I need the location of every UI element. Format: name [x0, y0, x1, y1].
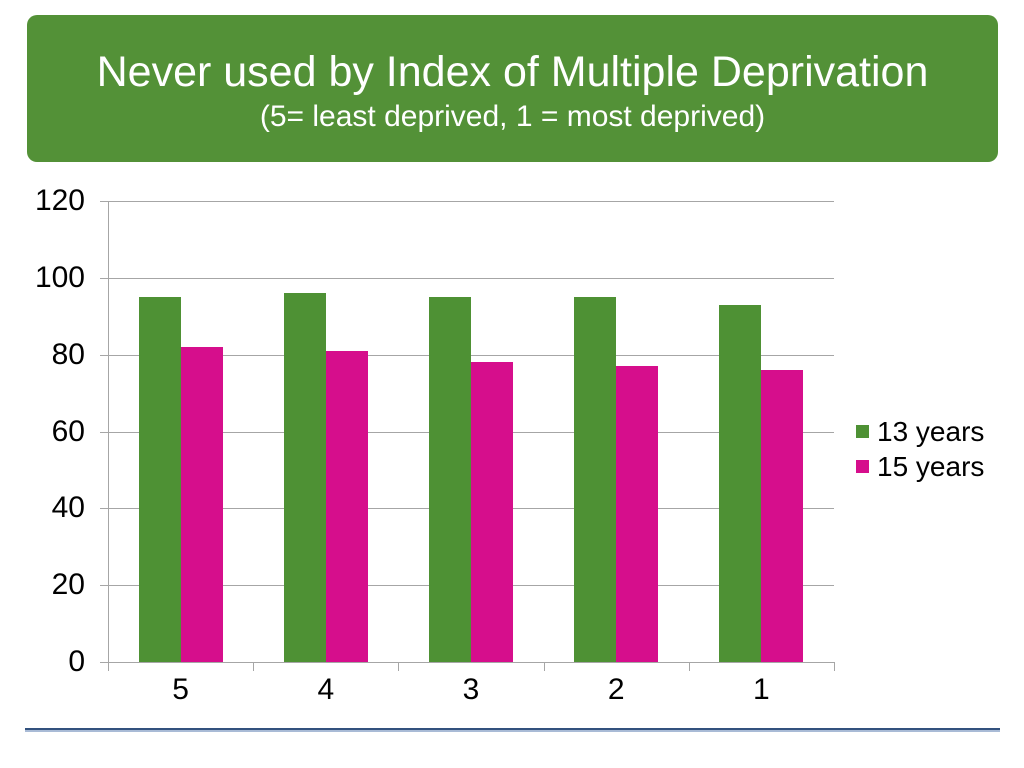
y-axis-tick: [100, 277, 108, 279]
bar-15-years-category-1: [761, 370, 804, 662]
bar-15-years-category-3: [471, 362, 513, 662]
x-axis-tick: [688, 662, 690, 671]
divider-dark-line: [25, 728, 1000, 730]
bar-15-years-category-2: [616, 366, 659, 662]
y-axis-label: 20: [51, 568, 85, 602]
y-axis-label: 100: [34, 260, 85, 294]
x-axis-tick: [253, 662, 255, 671]
x-axis-tick: [108, 662, 109, 671]
gridline-120: [108, 201, 834, 202]
x-axis-tick: [834, 662, 835, 671]
y-axis-tick: [100, 201, 108, 202]
x-axis-label: 4: [317, 673, 335, 706]
bar-13-years-category-2: [574, 297, 617, 662]
y-axis-tick: [100, 662, 108, 663]
bar-15-years-category-5: [180, 346, 223, 662]
x-axis-label: 1: [753, 673, 770, 706]
y-axis-label: 120: [34, 184, 85, 217]
legend-item-15-years: 15 years: [856, 449, 984, 484]
legend-swatch-15-years: [856, 460, 869, 473]
gridline-100: [108, 277, 834, 279]
x-axis-tick: [543, 662, 545, 671]
legend-item-13-years: 13 years: [856, 414, 984, 449]
bar-13-years-category-4: [283, 293, 326, 662]
bar-13-years-category-1: [719, 304, 762, 662]
divider-light-line: [25, 730, 1000, 732]
x-axis-label: 5: [172, 673, 189, 706]
y-axis-label: 60: [51, 414, 85, 448]
legend-label-15-years: 15 years: [877, 450, 985, 482]
y-axis-tick: [100, 585, 108, 587]
slide-title: Never used by Index of Multiple Deprivat…: [96, 48, 929, 96]
legend-swatch-13-years: [856, 425, 869, 438]
slide-subtitle: (5= least deprived, 1 = most deprived): [259, 99, 766, 133]
y-axis-tick: [100, 431, 108, 433]
y-axis-tick: [100, 508, 108, 510]
x-axis-label: 3: [462, 673, 480, 706]
y-axis-label: 40: [51, 491, 85, 525]
x-axis-tick: [398, 662, 400, 671]
bar-13-years-category-3: [429, 297, 471, 662]
y-axis-label: 0: [68, 645, 85, 678]
x-axis-label: 2: [607, 673, 625, 706]
bottom-divider-line: [25, 728, 1000, 732]
bar-13-years-category-5: [138, 297, 181, 662]
legend-label-13-years: 13 years: [877, 415, 985, 447]
gridline-0: [108, 662, 834, 663]
bar-15-years-category-4: [325, 350, 368, 662]
y-axis-tick: [100, 354, 108, 356]
chart-legend: 13 years 15 years: [856, 414, 984, 484]
title-banner: Never used by Index of Multiple Deprivat…: [27, 15, 998, 162]
gridline-80: [108, 354, 834, 356]
y-axis-line: [108, 201, 109, 671]
y-axis-label: 80: [51, 337, 85, 371]
